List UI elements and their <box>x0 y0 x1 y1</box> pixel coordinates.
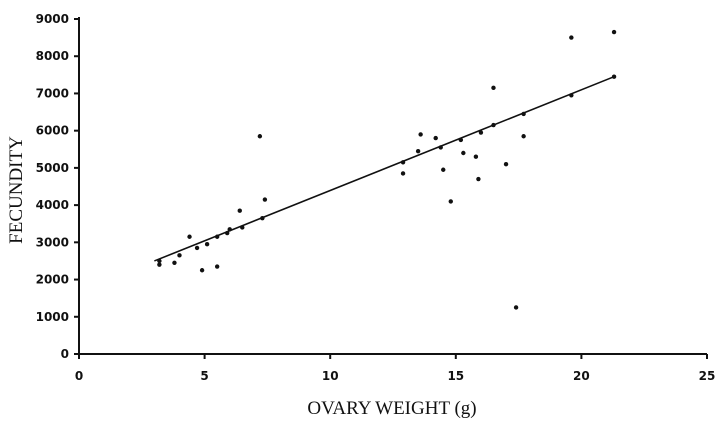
data-point <box>513 305 519 310</box>
trend-line <box>154 75 615 262</box>
data-point <box>257 134 263 139</box>
data-point <box>237 208 242 213</box>
data-point <box>400 160 406 165</box>
x-tick-label: 25 <box>699 369 716 383</box>
data-point <box>521 111 526 117</box>
y-tick-label: 0 <box>61 347 69 361</box>
data-point <box>611 29 617 35</box>
data-point <box>611 74 617 79</box>
data-point <box>157 258 162 264</box>
data-point <box>521 134 526 139</box>
data-point <box>569 93 574 98</box>
data-point <box>240 225 245 230</box>
data-point <box>225 230 230 236</box>
x-axis-ticks: 0 5 10 15 20 25 <box>75 354 716 383</box>
y-tick-label: 3000 <box>36 235 69 249</box>
x-tick-label: 15 <box>447 369 464 383</box>
data-point <box>569 35 574 40</box>
data-point <box>433 135 438 141</box>
data-point <box>503 161 509 167</box>
data-point <box>438 145 443 150</box>
y-tick-label: 4000 <box>36 198 69 212</box>
data-point <box>260 215 265 221</box>
data-point <box>227 227 232 232</box>
data-point <box>262 197 268 202</box>
data-point <box>478 130 484 135</box>
data-points <box>157 29 617 310</box>
data-point <box>415 148 421 154</box>
y-tick-label: 1000 <box>36 310 69 324</box>
y-tick-label: 6000 <box>36 124 69 138</box>
data-point <box>199 268 205 273</box>
x-tick-label: 10 <box>322 369 339 383</box>
data-point <box>441 167 446 172</box>
x-tick-label: 5 <box>200 369 208 383</box>
y-axis-title: FECUNDITY <box>6 136 27 244</box>
data-point <box>491 122 496 128</box>
y-axis-ticks: 0 1000 2000 3000 4000 5000 6000 7000 8000 9000 <box>36 12 79 361</box>
data-point <box>400 171 406 176</box>
x-axis-title: OVARY WEIGHT (g) <box>307 398 476 419</box>
data-point <box>473 154 479 159</box>
data-point <box>204 241 210 247</box>
data-point <box>461 150 466 156</box>
y-tick-label: 2000 <box>36 273 69 287</box>
data-point <box>177 253 182 258</box>
data-point <box>418 132 423 137</box>
data-point <box>458 137 464 143</box>
data-point <box>448 199 453 204</box>
data-point <box>491 85 496 91</box>
data-point <box>187 234 192 239</box>
data-point <box>172 260 177 266</box>
data-point <box>476 176 481 182</box>
y-tick-label: 7000 <box>36 86 69 100</box>
data-point <box>157 262 162 267</box>
data-point <box>194 245 200 251</box>
x-tick-label: 20 <box>573 369 590 383</box>
x-tick-label: 0 <box>75 369 83 383</box>
y-tick-label: 5000 <box>36 161 69 175</box>
y-tick-label: 8000 <box>36 49 69 63</box>
data-point <box>214 234 220 239</box>
data-point <box>214 264 220 269</box>
y-tick-label: 9000 <box>36 12 69 26</box>
